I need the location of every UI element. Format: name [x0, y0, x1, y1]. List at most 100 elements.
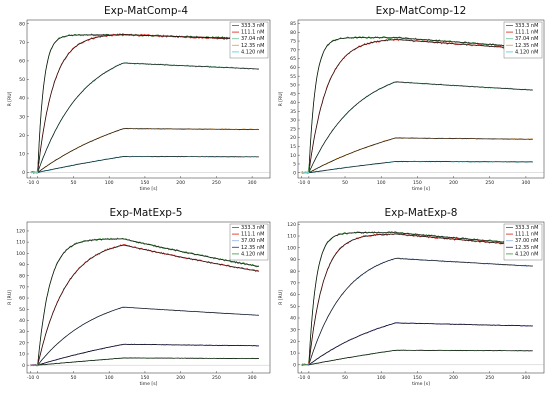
- y-tick-label: 80: [19, 21, 25, 27]
- y-tick-label: 40: [290, 316, 296, 322]
- y-tick-label: 30: [290, 118, 296, 124]
- y-axis-label: R [RU]: [278, 290, 284, 305]
- legend-label: 333.3 nM: [241, 225, 264, 231]
- y-tick-label: 40: [290, 100, 296, 106]
- panel-title: Exp-MatExp-8: [385, 207, 458, 219]
- x-tick-label: 100: [377, 180, 386, 186]
- y-tick-label: 70: [19, 40, 25, 46]
- fit-curve: [308, 258, 533, 364]
- x-tick-label: 150: [413, 180, 422, 186]
- panel-title: Exp-MatComp-12: [376, 5, 467, 17]
- y-tick-label: 35: [290, 109, 296, 115]
- y-tick-label: 110: [16, 240, 25, 246]
- x-axis-label: time [s]: [412, 381, 430, 387]
- y-tick-label: 40: [19, 96, 25, 102]
- legend-label: 333.3 nM: [515, 23, 538, 29]
- x-tick-label: 50: [71, 375, 77, 381]
- x-tick-label: 150: [141, 180, 150, 186]
- legend-label: 4.120 nM: [515, 49, 538, 55]
- x-tick-label: -10: [27, 180, 35, 186]
- legend-label: 12.35 nM: [515, 43, 538, 49]
- y-tick-label: 30: [19, 329, 25, 335]
- y-tick-label: 40: [19, 318, 25, 324]
- y-tick-label: 20: [290, 135, 296, 141]
- x-tick-label: 100: [105, 180, 114, 186]
- y-tick-label: 50: [290, 304, 296, 310]
- legend-label: 4.120 nM: [241, 251, 264, 257]
- y-tick-label: 30: [19, 114, 25, 120]
- y-tick-label: 0: [293, 362, 296, 368]
- legend-label: 12.35 nM: [515, 245, 538, 251]
- y-tick-label: 100: [16, 251, 25, 257]
- legend-label: 12.35 nM: [241, 43, 264, 49]
- y-tick-label: 60: [290, 65, 296, 71]
- y-tick-label: 0: [22, 170, 25, 176]
- y-tick-label: 10: [290, 351, 296, 357]
- legend-label: 37.04 nM: [241, 36, 264, 42]
- fit-curve: [38, 357, 259, 366]
- y-tick-label: 85: [290, 21, 296, 27]
- y-tick-label: 75: [290, 39, 296, 45]
- panel-exp-matcomp-12: Exp-MatComp-12 0 5 10 15 20 25 30 35 40 45 50 55 60 6…: [278, 5, 545, 192]
- y-tick-label: 80: [290, 269, 296, 275]
- y-tick-label: 55: [290, 74, 296, 80]
- legend-label: 111.1 nM: [515, 30, 538, 36]
- x-tick-label: 250: [212, 180, 221, 186]
- x-tick-label: 250: [485, 375, 494, 381]
- x-tick-label: 200: [449, 375, 458, 381]
- fit-curve: [37, 343, 259, 366]
- x-tick-label: 300: [522, 180, 531, 186]
- x-tick-label: 100: [377, 375, 386, 381]
- legend-label: 12.35 nM: [241, 245, 264, 251]
- fit-curve: [37, 62, 259, 172]
- y-tick-label: 20: [290, 339, 296, 345]
- y-tick-label: 100: [287, 245, 296, 251]
- x-tick-label: 50: [342, 375, 348, 381]
- fit-curve: [308, 232, 533, 359]
- y-tick-label: 120: [287, 222, 296, 228]
- y-tick-label: 20: [19, 340, 25, 346]
- x-tick-label: 50: [71, 180, 77, 186]
- y-axis-label: R [RU]: [7, 290, 13, 305]
- x-tick-label: 0: [36, 375, 39, 381]
- legend-label: 333.3 nM: [515, 225, 538, 231]
- x-tick-label: 300: [248, 375, 257, 381]
- y-tick-label: 120: [16, 229, 25, 235]
- legend-label: 4.120 nM: [515, 251, 538, 257]
- x-tick-label: 200: [449, 180, 458, 186]
- y-tick-label: 80: [19, 273, 25, 279]
- y-tick-label: 70: [19, 284, 25, 290]
- x-tick-label: 300: [522, 375, 531, 381]
- x-tick-label: -10: [27, 375, 35, 381]
- y-tick-label: 5: [293, 162, 296, 168]
- fit-curve: [37, 128, 259, 173]
- y-tick-label: 70: [290, 280, 296, 286]
- fit-curve: [37, 34, 259, 170]
- y-tick-label: 10: [19, 352, 25, 358]
- plot-frame: [297, 221, 545, 374]
- fit-curve: [309, 322, 533, 365]
- y-tick-label: 10: [290, 153, 296, 159]
- fit-curve: [309, 137, 533, 173]
- x-tick-label: 100: [105, 375, 114, 381]
- legend-label: 111.1 nM: [515, 232, 538, 238]
- y-tick-label: 15: [290, 144, 296, 150]
- legend-label: 111.1 nM: [241, 30, 264, 36]
- y-tick-label: 0: [293, 170, 296, 176]
- x-axis-label: time [s]: [140, 186, 158, 192]
- fit-curve: [308, 233, 533, 362]
- panel-exp-matcomp-4: Exp-MatComp-4 0 10 20 30 40 50 60 70 80 -10 0 50 100…: [7, 5, 271, 192]
- plot-frame: [26, 221, 271, 374]
- x-tick-label: 150: [413, 375, 422, 381]
- y-tick-label: 60: [19, 296, 25, 302]
- legend-label: 37.04 nM: [515, 36, 538, 42]
- legend-label: 37.00 nM: [241, 238, 264, 244]
- fit-curve: [308, 37, 533, 166]
- y-tick-label: 25: [290, 126, 296, 132]
- x-tick-label: 300: [248, 180, 257, 186]
- x-tick-label: 0: [307, 180, 310, 186]
- x-tick-label: 250: [212, 375, 221, 381]
- x-tick-label: 0: [307, 375, 310, 381]
- y-tick-label: 65: [290, 56, 296, 62]
